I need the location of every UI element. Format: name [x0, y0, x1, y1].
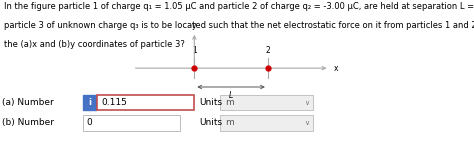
FancyBboxPatch shape: [220, 95, 313, 110]
FancyBboxPatch shape: [83, 115, 180, 130]
Text: 0.115: 0.115: [101, 98, 127, 107]
Text: i: i: [88, 98, 91, 107]
Text: y: y: [192, 21, 197, 30]
FancyBboxPatch shape: [220, 115, 313, 130]
Text: 0: 0: [87, 118, 92, 127]
Text: ∨: ∨: [305, 120, 310, 126]
Text: m: m: [225, 98, 234, 107]
Text: the (a)x and (b)y coordinates of particle 3?: the (a)x and (b)y coordinates of particl…: [4, 40, 185, 49]
Text: Units: Units: [199, 98, 222, 107]
Text: In the figure particle 1 of charge q₁ = 1.05 μC and particle 2 of charge q₂ = -3: In the figure particle 1 of charge q₁ = …: [4, 2, 474, 11]
Text: particle 3 of unknown charge q₃ is to be located such that the net electrostatic: particle 3 of unknown charge q₃ is to be…: [4, 21, 474, 30]
Text: Units: Units: [199, 118, 222, 127]
Text: x: x: [334, 64, 338, 73]
Text: ∨: ∨: [305, 100, 310, 106]
Text: m: m: [225, 118, 234, 127]
Text: (b) Number: (b) Number: [2, 118, 55, 127]
Text: (a) Number: (a) Number: [2, 98, 54, 107]
Text: 1: 1: [192, 46, 197, 55]
Text: 2: 2: [265, 46, 270, 55]
FancyBboxPatch shape: [97, 95, 194, 110]
FancyBboxPatch shape: [83, 95, 96, 110]
Text: L: L: [229, 91, 233, 100]
